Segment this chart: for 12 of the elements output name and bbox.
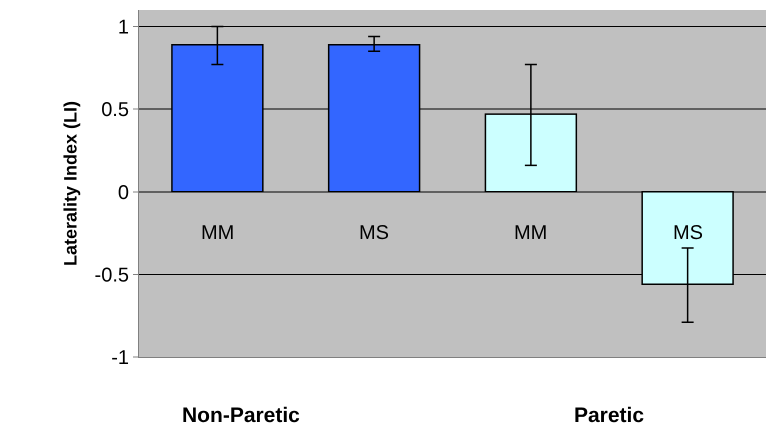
y-tick-label: 1 — [118, 16, 129, 39]
text: Paretic — [574, 404, 644, 424]
y-tick-label: 0.5 — [101, 99, 129, 122]
text: Non-Paretic — [182, 404, 300, 424]
x-tick-label: MS — [359, 222, 389, 244]
x-tick-label: MM — [514, 222, 548, 244]
y-tick-label: -1 — [111, 347, 129, 369]
y-axis-title: Laterality Index (LI) — [60, 100, 81, 266]
x-tick-label: MS — [673, 222, 703, 244]
y-tick-label: 0 — [118, 182, 129, 204]
x-tick-label: MM — [201, 222, 234, 244]
y-tick-label: -0.5 — [94, 264, 129, 286]
